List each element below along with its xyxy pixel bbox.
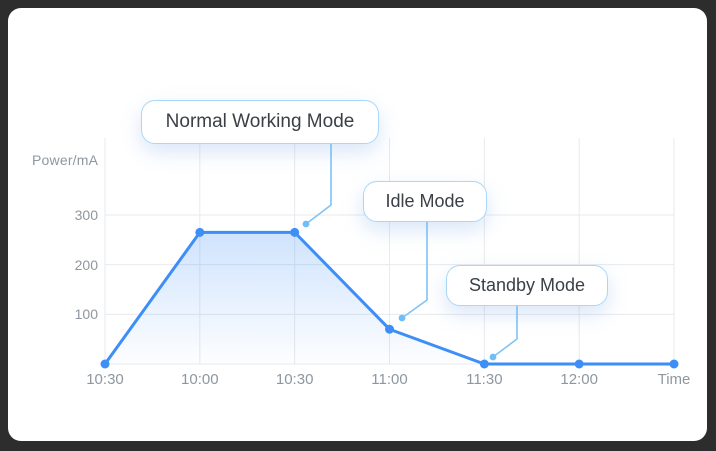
leader-dot [489, 353, 497, 361]
leader-dot [398, 314, 406, 322]
data-point [574, 359, 584, 369]
leader-line [305, 142, 332, 225]
data-point [669, 359, 679, 369]
data-point [195, 227, 205, 237]
data-point [385, 324, 394, 334]
data-point [100, 359, 110, 369]
area-fill [105, 232, 674, 364]
y-axis-title: Power/mA [32, 152, 99, 168]
leader-dot [302, 220, 310, 228]
annotation-normal-working-mode: Normal Working Mode [141, 100, 379, 144]
leader-line [401, 220, 428, 319]
data-point [290, 227, 300, 237]
annotation-standby-mode: Standby Mode [446, 265, 608, 306]
annotation-idle-mode: Idle Mode [363, 181, 487, 222]
leader-line [492, 304, 518, 358]
chart-card [8, 8, 707, 441]
data-point [479, 359, 489, 369]
